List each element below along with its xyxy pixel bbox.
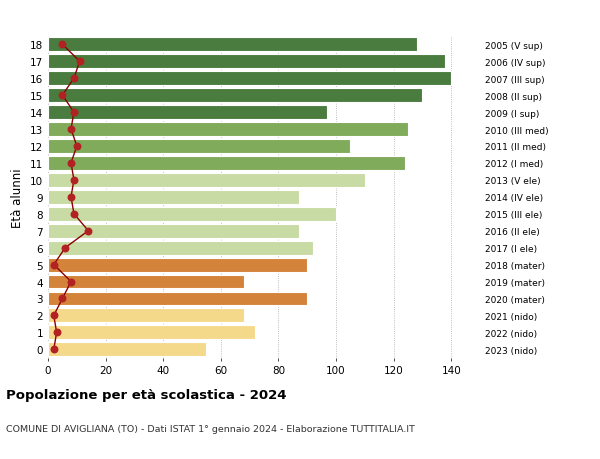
Point [69,177,79,184]
Point [61,245,70,252]
Bar [48,140,350,154]
Bar [48,258,307,272]
Point [58,41,67,49]
Y-axis label: Età alunni: Età alunni [11,168,25,227]
Bar [48,207,336,221]
Point [75,58,85,66]
Point [49,312,59,319]
Bar [48,55,445,69]
Point [69,75,79,83]
Bar [48,292,307,306]
Bar [48,89,422,103]
Point [69,211,79,218]
Point [66,126,76,134]
Point [49,346,59,353]
Bar [48,38,416,52]
Point [66,160,76,167]
Point [72,143,82,150]
Text: COMUNE DI AVIGLIANA (TO) - Dati ISTAT 1° gennaio 2024 - Elaborazione TUTTITALIA.: COMUNE DI AVIGLIANA (TO) - Dati ISTAT 1°… [6,425,415,434]
Bar [48,72,451,86]
Bar [48,157,405,170]
Point [66,278,76,285]
Bar [48,174,365,187]
Bar [48,241,313,255]
Point [49,261,59,269]
Bar [48,342,206,357]
Point [69,109,79,117]
Text: Popolazione per età scolastica - 2024: Popolazione per età scolastica - 2024 [6,388,287,401]
Bar [48,106,328,120]
Point [58,92,67,100]
Point [52,329,61,336]
Bar [48,275,244,289]
Bar [48,309,244,323]
Bar [48,224,299,238]
Bar [48,326,256,340]
Bar [48,123,408,137]
Point [66,194,76,201]
Point [58,295,67,302]
Bar [48,190,299,204]
Point [83,228,93,235]
